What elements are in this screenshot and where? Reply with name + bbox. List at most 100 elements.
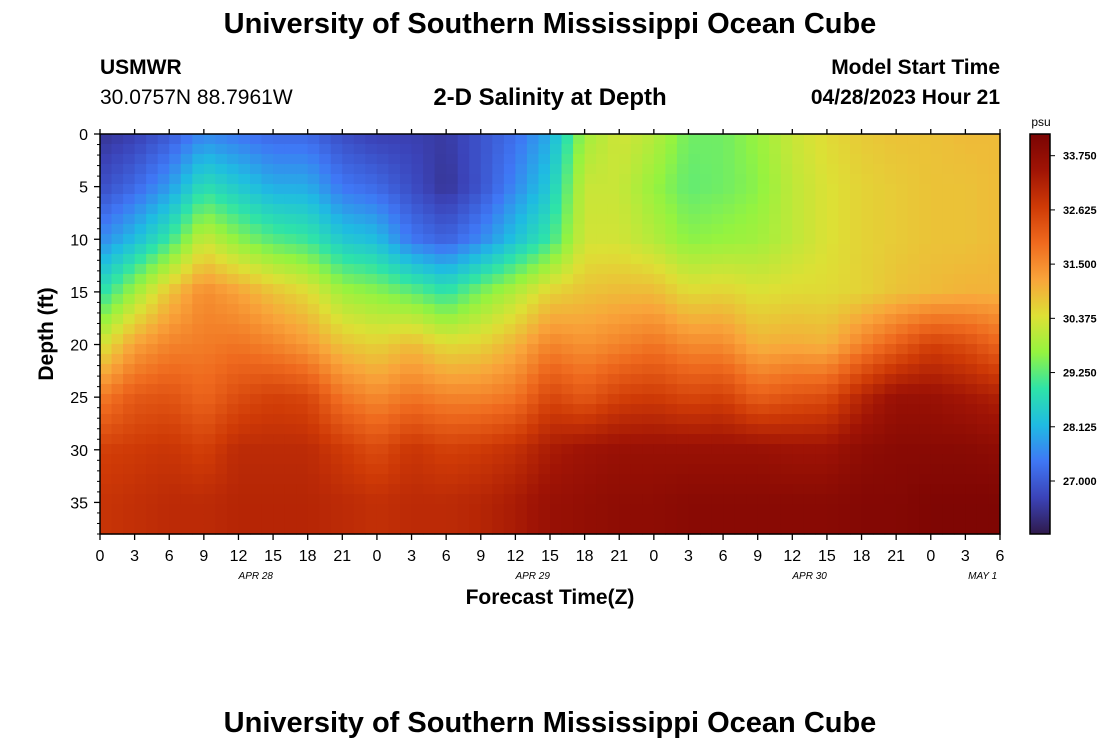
- heatmap-cell: [850, 164, 863, 175]
- heatmap-cell: [123, 204, 136, 215]
- heatmap-cell: [700, 254, 713, 265]
- heatmap-cell: [850, 454, 863, 465]
- heatmap-cell: [953, 364, 966, 375]
- heatmap-cell: [365, 394, 378, 405]
- heatmap-cell: [815, 524, 828, 535]
- heatmap-cell: [376, 524, 390, 535]
- heatmap-cell: [169, 344, 182, 355]
- heatmap-cell: [480, 134, 493, 145]
- heatmap-cell: [953, 464, 966, 475]
- heatmap-cell: [169, 404, 182, 415]
- heatmap-cell: [215, 204, 228, 215]
- heatmap-cell: [192, 424, 205, 435]
- heatmap-cell: [330, 414, 343, 425]
- heatmap-cell: [953, 514, 966, 525]
- heatmap-cell: [861, 244, 874, 255]
- heatmap-cell: [700, 294, 713, 305]
- heatmap-cell: [273, 504, 286, 515]
- heatmap-cell: [861, 404, 874, 415]
- heatmap-cell: [919, 324, 932, 335]
- heatmap-cell: [169, 284, 182, 295]
- heatmap-cell: [215, 434, 228, 445]
- heatmap-cell: [296, 524, 309, 535]
- heatmap-cell: [261, 514, 274, 525]
- heatmap-cell: [169, 324, 182, 335]
- heatmap-cell: [907, 374, 920, 385]
- heatmap-cell: [423, 134, 436, 145]
- heatmap-cell: [676, 294, 690, 305]
- heatmap-cell: [607, 224, 620, 235]
- heatmap-cell: [792, 464, 805, 475]
- heatmap-cell: [157, 174, 170, 185]
- heatmap-cell: [896, 134, 909, 145]
- heatmap-cell: [826, 314, 840, 325]
- heatmap-cell: [653, 174, 666, 185]
- x-tick-label: 15: [541, 548, 559, 565]
- heatmap-cell: [826, 284, 840, 295]
- heatmap-cell: [723, 364, 736, 375]
- heatmap-cell: [434, 414, 447, 425]
- heatmap-cell: [111, 384, 124, 395]
- heatmap-cell: [561, 474, 574, 485]
- heatmap-cell: [850, 384, 863, 395]
- heatmap-cell: [838, 144, 851, 155]
- heatmap-cell: [123, 134, 136, 145]
- heatmap-cell: [711, 494, 724, 505]
- heatmap-cell: [919, 364, 932, 375]
- heatmap-cell: [273, 334, 286, 345]
- heatmap-cell: [492, 504, 505, 515]
- heatmap-cell: [203, 274, 216, 285]
- heatmap-cell: [480, 324, 493, 335]
- heatmap-cell: [157, 424, 170, 435]
- heatmap-cell: [642, 334, 655, 345]
- heatmap-cell: [100, 484, 113, 495]
- model-start-value: 04/28/2023 Hour 21: [810, 86, 1000, 109]
- heatmap-cell: [884, 434, 897, 445]
- heatmap-cell: [376, 314, 390, 325]
- heatmap-cell: [134, 454, 147, 465]
- heatmap-cell: [400, 314, 413, 325]
- heatmap-cell: [469, 424, 482, 435]
- heatmap-cell: [342, 254, 355, 265]
- x-tick-label: 6: [165, 548, 174, 565]
- heatmap-cell: [550, 174, 563, 185]
- heatmap-cell: [630, 514, 643, 525]
- heatmap-cell: [757, 434, 770, 445]
- heatmap-cell: [538, 324, 551, 335]
- heatmap-cell: [815, 244, 828, 255]
- heatmap-cell: [434, 454, 447, 465]
- heatmap-cell: [619, 264, 632, 275]
- heatmap-cell: [642, 424, 655, 435]
- heatmap-cell: [988, 234, 1001, 245]
- heatmap-cell: [307, 294, 320, 305]
- heatmap-cell: [653, 304, 666, 315]
- heatmap-cell: [146, 134, 159, 145]
- heatmap-cell: [203, 184, 216, 195]
- heatmap-cell: [411, 444, 424, 455]
- heatmap-cell: [284, 384, 297, 395]
- heatmap-cell: [503, 464, 516, 475]
- heatmap-cell: [953, 184, 966, 195]
- heatmap-cell: [596, 414, 609, 425]
- heatmap-cell: [480, 254, 493, 265]
- heatmap-cell: [342, 364, 355, 375]
- heatmap-cell: [607, 514, 620, 525]
- heatmap-cell: [423, 384, 436, 395]
- heatmap-cell: [169, 164, 182, 175]
- heatmap-cell: [850, 234, 863, 245]
- heatmap-cell: [446, 144, 459, 155]
- heatmap-cell: [469, 144, 482, 155]
- heatmap-cell: [919, 354, 932, 365]
- heatmap-cell: [769, 394, 782, 405]
- heatmap-cell: [596, 504, 609, 515]
- heatmap-cell: [792, 214, 805, 225]
- heatmap-cell: [226, 444, 240, 455]
- heatmap-cell: [515, 244, 528, 255]
- heatmap-cell: [180, 524, 193, 535]
- heatmap-cell: [803, 334, 816, 345]
- heatmap-cell: [942, 144, 955, 155]
- heatmap-cell: [261, 504, 274, 515]
- heatmap-cell: [492, 144, 505, 155]
- heatmap-cell: [111, 444, 124, 455]
